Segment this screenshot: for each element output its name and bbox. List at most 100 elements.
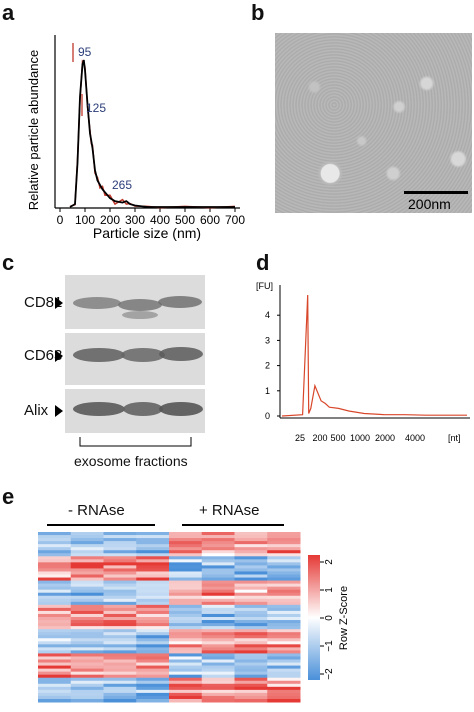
heatmap-cell bbox=[70, 550, 104, 554]
heatmap-cell bbox=[267, 610, 301, 615]
heatmap-cell bbox=[70, 541, 104, 545]
heatmap-cell bbox=[103, 641, 137, 645]
heatmap-cell bbox=[136, 680, 170, 685]
nta-chart: Relative particle abundance 0 100 200 300 40… bbox=[26, 35, 245, 241]
zscore-tick-label: 2 bbox=[324, 559, 335, 565]
heatmap-cell bbox=[136, 541, 170, 545]
heatmap-cell bbox=[169, 689, 203, 694]
heatmap-cell bbox=[234, 659, 268, 664]
heatmap-cell bbox=[234, 583, 268, 588]
nta-xtick-label: 300 bbox=[125, 213, 145, 227]
heatmap-cell bbox=[103, 635, 137, 639]
heatmap-cell bbox=[103, 604, 137, 609]
heatmap-cell bbox=[169, 635, 203, 639]
heatmap-cell bbox=[70, 565, 104, 569]
heatmap-cell bbox=[201, 538, 235, 542]
heatmap-cell bbox=[234, 592, 268, 597]
heatmap-cell bbox=[136, 589, 170, 594]
heatmap-cell bbox=[201, 544, 235, 548]
heatmap-cell bbox=[136, 550, 170, 554]
band-label-cd81: CD81 bbox=[24, 294, 63, 311]
heatmap-cell bbox=[267, 626, 301, 630]
heatmap-cell bbox=[234, 692, 268, 697]
group-label-plus-rnase: + RNAse bbox=[199, 502, 260, 519]
heatmap-cell bbox=[136, 601, 170, 606]
heatmap-cell bbox=[38, 559, 72, 563]
heatmap-cell bbox=[267, 601, 301, 606]
heatmap-cell bbox=[234, 686, 268, 691]
heatmap-cell bbox=[201, 586, 235, 591]
heatmap-cell bbox=[103, 553, 137, 557]
heatmap-cell bbox=[103, 550, 137, 554]
heatmap-cell bbox=[169, 644, 203, 648]
heatmap-cell bbox=[70, 671, 104, 676]
heatmap-cell bbox=[103, 686, 137, 691]
heatmap-cell bbox=[136, 656, 170, 660]
heatmap-cell bbox=[38, 583, 72, 588]
nta-xtick-label: 100 bbox=[75, 213, 95, 227]
heatmap-cell bbox=[70, 689, 104, 694]
heatmap-cell bbox=[38, 668, 72, 673]
heatmap-cell bbox=[70, 580, 104, 585]
heatmap-cell bbox=[70, 607, 104, 612]
heatmap-cell bbox=[267, 692, 301, 697]
heatmap-cell bbox=[234, 538, 268, 542]
heatmap-cell bbox=[70, 635, 104, 639]
heatmap-cell bbox=[201, 671, 235, 676]
heatmap-cell bbox=[169, 574, 203, 579]
heatmap-cell bbox=[70, 668, 104, 673]
heatmap-cell bbox=[234, 571, 268, 575]
heatmap-cell bbox=[70, 595, 104, 600]
heatmap-cell bbox=[38, 671, 72, 676]
heatmap-cell bbox=[201, 583, 235, 588]
zscore-legend: 2 1 0 −1 −2 Row Z-Score bbox=[308, 555, 350, 680]
heatmap-cell bbox=[38, 644, 72, 648]
heatmap-cell bbox=[136, 632, 170, 636]
heatmap-cell bbox=[169, 668, 203, 673]
heatmap-cell bbox=[169, 692, 203, 697]
heatmap-cell bbox=[136, 595, 170, 600]
heatmap-cell bbox=[267, 662, 301, 667]
heatmap-cell bbox=[201, 541, 235, 545]
tem-image bbox=[275, 33, 472, 213]
nta-xtick-label: 600 bbox=[200, 213, 220, 227]
heatmap-cell bbox=[169, 638, 203, 642]
heatmap-cell bbox=[136, 565, 170, 569]
heatmap-cell bbox=[169, 592, 203, 597]
heatmap-cell bbox=[169, 610, 203, 615]
heatmap-cell bbox=[70, 556, 104, 560]
heatmap-cell bbox=[103, 610, 137, 615]
heatmap-cell bbox=[136, 571, 170, 575]
heatmap-cell bbox=[169, 586, 203, 591]
heatmap-cell bbox=[136, 607, 170, 612]
heatmap-cell bbox=[103, 683, 137, 688]
heatmap-cell bbox=[201, 635, 235, 639]
heatmap-cell bbox=[201, 695, 235, 700]
heatmap-cell bbox=[103, 617, 137, 621]
heatmap-cell bbox=[267, 644, 301, 648]
heatmap-cell bbox=[70, 662, 104, 667]
heatmap-cell bbox=[267, 689, 301, 694]
heatmap-cell bbox=[136, 674, 170, 679]
heatmap-cell bbox=[103, 680, 137, 685]
heatmap-cell bbox=[169, 665, 203, 670]
heatmap-cell bbox=[70, 589, 104, 594]
blot-alix bbox=[65, 389, 205, 433]
heatmap-cell bbox=[267, 659, 301, 664]
heatmap-cell bbox=[234, 668, 268, 673]
heatmap-cell bbox=[70, 626, 104, 630]
heatmap-cell bbox=[38, 656, 72, 660]
heatmap-cell bbox=[103, 535, 137, 539]
heatmap-cell bbox=[136, 668, 170, 673]
heatmap-cell bbox=[201, 665, 235, 670]
heatmap-cell bbox=[38, 598, 72, 603]
bio-ytick-label: 4 bbox=[265, 310, 270, 320]
heatmap-cell bbox=[234, 647, 268, 651]
heatmap-cell bbox=[38, 698, 72, 703]
heatmap-cell bbox=[38, 683, 72, 688]
panel-letter-b: b bbox=[251, 0, 265, 25]
heatmap-cell bbox=[201, 683, 235, 688]
nta-ylabel: Relative particle abundance bbox=[26, 50, 41, 210]
heatmap-cell bbox=[70, 686, 104, 691]
heatmap-cell bbox=[103, 659, 137, 664]
